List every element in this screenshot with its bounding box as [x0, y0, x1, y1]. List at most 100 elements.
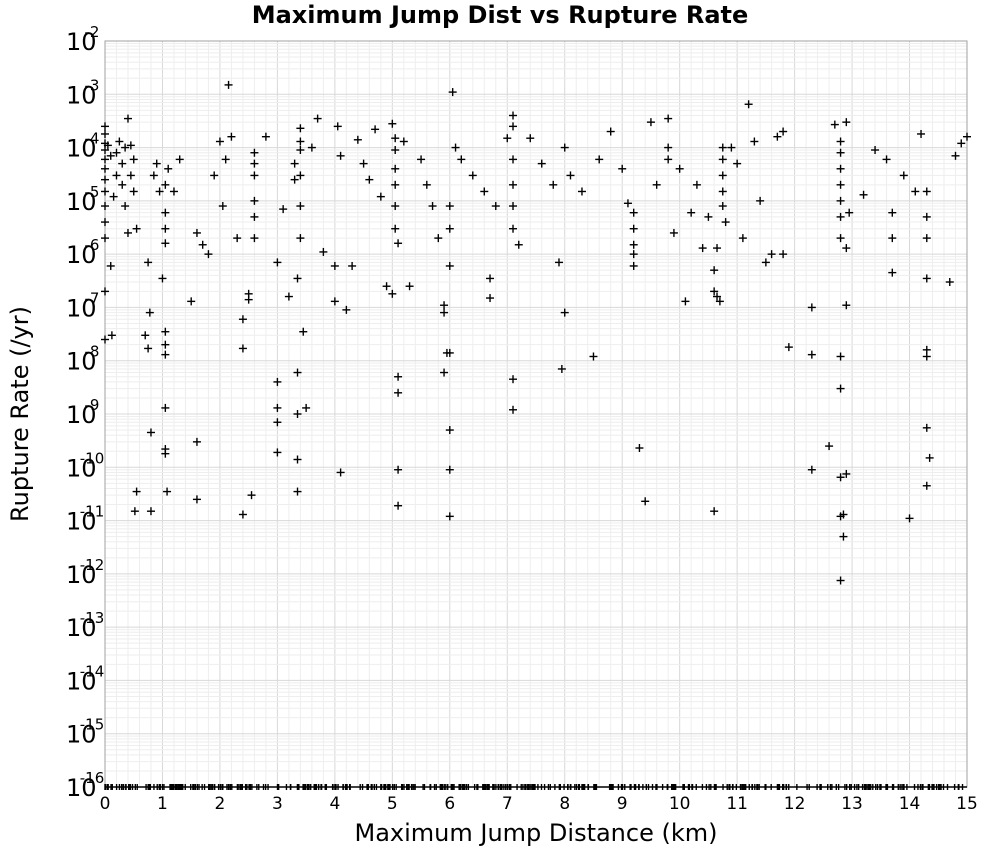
y-tick-exponent: -11 [80, 503, 105, 521]
data-point [144, 258, 153, 267]
y-tick-exponent: -3 [85, 76, 100, 94]
data-point [537, 159, 546, 168]
data-point [687, 208, 696, 217]
y-tick-exponent: -15 [80, 716, 105, 734]
data-point [192, 437, 201, 446]
y-tick-label: 10-2 [66, 23, 99, 56]
data-point [710, 266, 719, 275]
data-point [233, 234, 242, 243]
data-point [715, 297, 724, 306]
x-tick-label: 2 [215, 794, 226, 814]
y-tick-base: 10 [66, 135, 97, 163]
data-point [273, 258, 282, 267]
data-point [126, 141, 135, 150]
data-point [247, 491, 256, 500]
data-point [589, 352, 598, 361]
data-point [399, 137, 408, 146]
data-point [718, 187, 727, 196]
data-point [101, 234, 109, 243]
data-point [118, 159, 127, 168]
y-tick-labels: 10-210-310-410-510-610-710-810-910-1010-… [66, 23, 104, 802]
data-point [129, 155, 138, 164]
data-point [129, 187, 138, 196]
data-point [445, 348, 454, 357]
data-point [106, 261, 115, 270]
data-point [161, 403, 170, 412]
data-point [417, 155, 426, 164]
data-point [560, 308, 569, 317]
data-point [161, 350, 170, 359]
data-point [554, 258, 563, 267]
data-point [807, 350, 816, 359]
data-point [101, 155, 109, 164]
data-point [713, 292, 722, 301]
data-point [698, 244, 707, 253]
data-point [509, 224, 518, 233]
data-point [224, 80, 233, 89]
data-point [146, 428, 155, 437]
data-point [629, 250, 638, 259]
data-point [917, 129, 926, 138]
data-point [348, 261, 357, 270]
data-point [652, 180, 661, 189]
data-point [273, 377, 282, 386]
data-point [388, 119, 397, 128]
data-point [145, 308, 154, 317]
data-point [250, 148, 259, 157]
data-point [750, 137, 759, 146]
data-point [103, 141, 112, 150]
data-point [836, 180, 845, 189]
data-point [509, 180, 518, 189]
x-tick-label: 5 [387, 794, 398, 814]
data-point [163, 487, 172, 496]
y-tick-base: 10 [66, 28, 97, 56]
data-point [394, 239, 403, 248]
data-point [756, 196, 765, 205]
data-point [161, 340, 170, 349]
y-tick-label: 10-15 [66, 716, 104, 749]
data-point [509, 375, 518, 384]
data-point [319, 247, 328, 256]
x-tick-label: 9 [617, 794, 628, 814]
data-point [842, 244, 851, 253]
data-point [244, 295, 253, 304]
data-point [486, 274, 495, 283]
data-point [250, 196, 259, 205]
x-tick-label: 6 [444, 794, 455, 814]
data-point [845, 208, 854, 217]
y-tick-label: 10-7 [66, 289, 99, 322]
chart-title: Maximum Jump Dist vs Rupture Rate [252, 1, 749, 29]
data-point [296, 146, 305, 155]
data-point [836, 576, 845, 585]
data-point [333, 122, 342, 131]
data-point [221, 155, 230, 164]
data-point [293, 455, 302, 464]
data-point [296, 234, 305, 243]
data-point [101, 202, 109, 211]
y-tick-base: 10 [66, 508, 97, 536]
data-point [839, 532, 848, 541]
data-point [733, 159, 742, 168]
data-point [629, 208, 638, 217]
y-tick-exponent: -14 [80, 662, 105, 680]
data-point [836, 148, 845, 157]
data-point [405, 282, 414, 291]
data-point [807, 303, 816, 312]
data-point [713, 244, 722, 253]
x-tick-label: 13 [841, 794, 863, 814]
data-point [836, 196, 845, 205]
data-point [646, 118, 655, 127]
data-point [296, 124, 305, 133]
data-point [882, 155, 891, 164]
data-point [161, 224, 170, 233]
data-point [566, 171, 575, 180]
data-point [922, 352, 931, 361]
data-point [161, 208, 170, 217]
data-point [440, 301, 449, 310]
data-point [101, 175, 109, 184]
data-point [376, 192, 385, 201]
data-point [273, 418, 282, 427]
data-point [509, 202, 518, 211]
x-tick-label: 8 [559, 794, 570, 814]
data-point [718, 202, 727, 211]
